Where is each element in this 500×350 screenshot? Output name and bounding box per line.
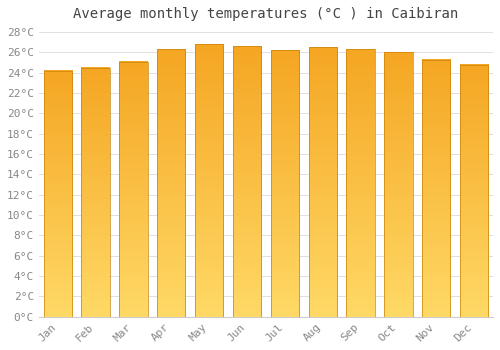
Bar	[422, 60, 450, 317]
Bar	[270, 50, 299, 317]
Bar	[44, 71, 72, 317]
Bar	[233, 46, 261, 317]
Bar	[82, 68, 110, 317]
Bar	[346, 49, 375, 317]
Title: Average monthly temperatures (°C ) in Caibiran: Average monthly temperatures (°C ) in Ca…	[74, 7, 458, 21]
Bar	[384, 52, 412, 317]
Bar	[308, 47, 337, 317]
Bar	[157, 49, 186, 317]
Bar	[195, 44, 224, 317]
Bar	[460, 65, 488, 317]
Bar	[119, 62, 148, 317]
